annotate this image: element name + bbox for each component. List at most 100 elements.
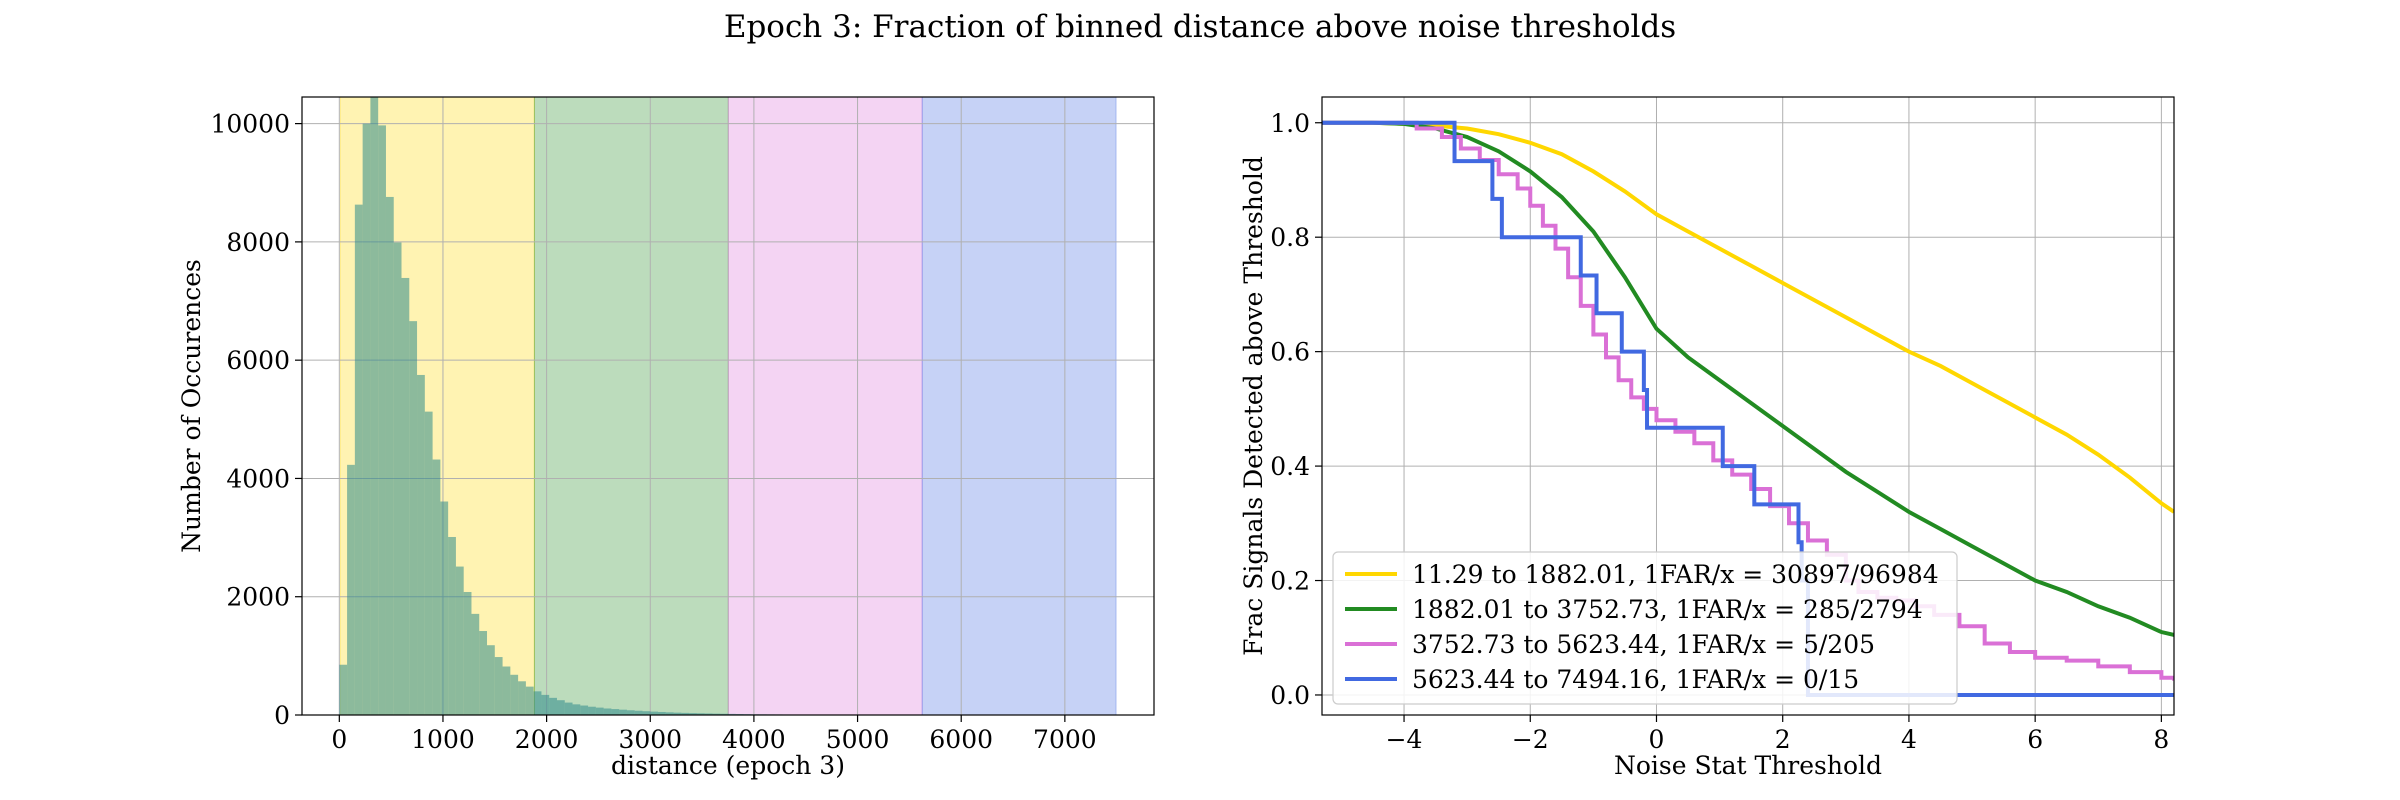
- histogram-bar: [588, 706, 596, 715]
- histogram-bar: [424, 411, 433, 715]
- histogram-bar: [611, 709, 620, 715]
- histogram-bar: [432, 459, 441, 715]
- histogram-bar: [502, 666, 511, 715]
- threshold-y-tick-label: 0.8: [1270, 223, 1310, 252]
- histogram-y-tick-label: 2000: [226, 583, 290, 612]
- histogram-bar: [347, 464, 355, 715]
- histogram-bar: [440, 501, 449, 715]
- histogram-bar: [525, 686, 534, 715]
- histogram-x-tick-label: 7000: [1033, 725, 1097, 754]
- distance-bin-shading: [339, 97, 1117, 715]
- threshold-y-tick-label: 1.0: [1270, 109, 1310, 138]
- threshold-x-tick-label: 4: [1901, 725, 1917, 754]
- histogram-x-tick-label: 2000: [515, 725, 579, 754]
- threshold-x-tick-label: 6: [2027, 725, 2043, 754]
- threshold-x-label: Noise Stat Threshold: [1614, 751, 1882, 780]
- histogram-bar: [533, 691, 542, 715]
- threshold-x-tick-label: −2: [1512, 725, 1549, 754]
- threshold-y-tick-label: 0.2: [1270, 567, 1310, 596]
- histogram-bar: [650, 711, 659, 715]
- histogram-bar: [704, 713, 713, 715]
- histogram-x-ticks: 0 1000 2000 3000 4000 5000 6000 7000: [331, 715, 1097, 754]
- histogram-bar: [619, 709, 627, 715]
- histogram-x-tick-label: 5000: [826, 725, 890, 754]
- histogram-y-tick-label: 8000: [226, 228, 290, 257]
- histogram-bar: [471, 613, 480, 715]
- histogram-bar: [370, 97, 379, 715]
- threshold-x-tick-label: 8: [2153, 725, 2169, 754]
- histogram-x-tick-label: 6000: [929, 725, 993, 754]
- histogram-x-tick-label: 3000: [618, 725, 682, 754]
- threshold-series-line-1: [1322, 120, 2174, 514]
- figure-title: Epoch 3: Fraction of binned distance abo…: [724, 9, 1676, 45]
- histogram-bar: [409, 321, 418, 715]
- threshold-x-tick-label: 0: [1649, 725, 1665, 754]
- histogram-bar: [385, 196, 394, 715]
- histogram-bar: [518, 681, 526, 715]
- histogram-bar: [510, 674, 519, 715]
- histogram-frame: [301, 96, 1155, 716]
- histogram-bar: [479, 631, 488, 715]
- histogram-bar: [572, 704, 581, 715]
- histogram-y-tick-label: 10000: [210, 110, 290, 139]
- threshold-frame: [1321, 96, 2175, 716]
- histogram-x-label: distance (epoch 3): [611, 751, 845, 780]
- histogram-x-tick-label: 4000: [722, 725, 786, 754]
- threshold-series: [1322, 120, 2174, 697]
- threshold-x-tick-label: −4: [1386, 725, 1423, 754]
- threshold-series-line-4: [1322, 120, 2174, 697]
- threshold-y-label: Frac Signals Detected above Threshold: [1239, 156, 1268, 656]
- threshold-y-tick-label: 0.0: [1270, 681, 1310, 710]
- legend-box: [1332, 551, 1958, 705]
- threshold-y-tick-label: 0.6: [1270, 338, 1310, 367]
- histogram-bar: [673, 712, 682, 715]
- histogram-bar: [393, 242, 402, 715]
- threshold-y-tick-label: 0.4: [1270, 452, 1310, 481]
- histogram-bar: [463, 591, 472, 715]
- threshold-x-tick-label: 2: [1775, 725, 1791, 754]
- legend-label-1: 11.29 to 1882.01, 1FAR/x = 30897/96984: [1412, 560, 1939, 589]
- histogram-bar: [378, 125, 386, 715]
- histogram-bar: [720, 713, 728, 715]
- histogram-y-tick-label: 0: [274, 701, 290, 730]
- threshold-y-ticks: 0.0 0.2 0.4 0.6 0.8 1.0: [1270, 109, 1322, 710]
- histogram-bar: [549, 697, 557, 715]
- histogram-y-ticks: 0 2000 4000 6000 8000 10000: [210, 110, 302, 730]
- histogram-bar: [689, 713, 697, 715]
- histogram-bars: [339, 97, 1117, 715]
- distance-bin-4: [921, 97, 1117, 715]
- legend-label-2: 1882.01 to 3752.73, 1FAR/x = 285/2794: [1412, 595, 1923, 624]
- histogram-bar: [642, 711, 651, 715]
- histogram-bar: [564, 702, 573, 715]
- legend-label-3: 3752.73 to 5623.44, 1FAR/x = 5/205: [1412, 630, 1875, 659]
- histogram-bar: [681, 712, 690, 715]
- histogram-bar: [541, 694, 550, 715]
- histogram-y-tick-label: 4000: [226, 464, 290, 493]
- histogram-bar: [455, 566, 464, 715]
- histogram-x-tick-label: 0: [331, 725, 347, 754]
- histogram-panel: 0 1000 2000 3000 4000 5000 6000 7000 0 2000 4000 6…: [177, 96, 1155, 780]
- distance-bin-3: [727, 97, 923, 715]
- histogram-bar: [401, 277, 410, 715]
- legend-label-4: 5623.44 to 7494.16, 1FAR/x = 0/15: [1412, 665, 1859, 694]
- histogram-bar: [580, 705, 589, 715]
- histogram-bar: [634, 710, 643, 715]
- histogram-bar: [696, 713, 705, 715]
- histogram-bar: [658, 711, 666, 715]
- histogram-bar: [595, 707, 604, 715]
- histogram-bar: [417, 374, 425, 715]
- legend: 11.29 to 1882.01, 1FAR/x = 30897/96984 18…: [1332, 551, 1958, 705]
- histogram-bar: [487, 645, 495, 715]
- histogram-bar: [556, 700, 565, 715]
- threshold-series-line-2: [1322, 120, 2174, 637]
- histogram-x-tick-label: 1000: [411, 725, 475, 754]
- threshold-x-ticks: −4 −2 0 2 4 6 8: [1386, 715, 2169, 754]
- histogram-y-label: Number of Occurences: [177, 259, 206, 553]
- histogram-bar: [448, 536, 456, 715]
- distance-bin-2: [533, 97, 729, 715]
- threshold-panel: −4 −2 0 2 4 6 8 0.0 0.2 0.4 0.6 0.8 1.0 Noise Stat …: [1239, 96, 2175, 780]
- histogram-bar: [494, 657, 503, 715]
- histogram-bar: [362, 123, 371, 715]
- histogram-bar: [712, 713, 721, 715]
